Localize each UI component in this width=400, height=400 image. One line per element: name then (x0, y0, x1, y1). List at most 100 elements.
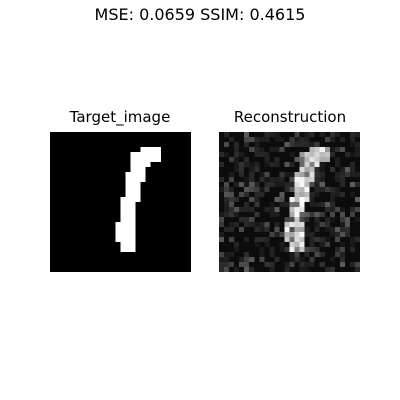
image-pixel (140, 157, 146, 162)
image-pixel (299, 222, 305, 227)
image-pixel (324, 187, 330, 192)
image-pixel (349, 167, 355, 172)
image-pixel (334, 147, 340, 152)
image-pixel (244, 237, 250, 242)
image-pixel (274, 182, 280, 187)
image-pixel (289, 187, 295, 192)
image-pixel (234, 197, 240, 202)
image-pixel (269, 147, 275, 152)
image-pixel (304, 212, 310, 217)
image-pixel (314, 252, 320, 257)
image-pixel (319, 182, 325, 187)
image-pixel (259, 222, 265, 227)
image-pixel (254, 237, 260, 242)
image-pixel (279, 247, 285, 252)
image-pixel (264, 242, 270, 247)
image-pixel (314, 217, 320, 222)
image-pixel (354, 237, 360, 242)
image-pixel (254, 167, 260, 172)
image-pixel (304, 247, 310, 252)
reconstruction-panel-title: Reconstruction (233, 108, 347, 126)
image-pixel (244, 202, 250, 207)
image-pixel (229, 252, 235, 257)
image-pixel (304, 187, 310, 192)
image-pixel (115, 237, 121, 242)
image-pixel (115, 222, 121, 227)
image-pixel (140, 167, 146, 172)
image-pixel (130, 217, 136, 222)
image-pixel (319, 172, 325, 177)
image-pixel (314, 247, 320, 252)
image-pixel (239, 257, 245, 262)
image-pixel (314, 187, 320, 192)
image-pixel (319, 222, 325, 227)
image-pixel (264, 177, 270, 182)
image-pixel (284, 202, 290, 207)
image-pixel (224, 227, 230, 232)
image-pixel (279, 177, 285, 182)
image-pixel (125, 177, 131, 182)
image-pixel (115, 232, 121, 237)
image-pixel (329, 132, 335, 137)
image-pixel (274, 162, 280, 167)
image-pixel (314, 182, 320, 187)
image-pixel (229, 237, 235, 242)
image-pixel (150, 157, 156, 162)
image-pixel (339, 147, 345, 152)
image-pixel (349, 172, 355, 177)
image-pixel (130, 232, 136, 237)
image-pixel (329, 197, 335, 202)
image-pixel (299, 172, 305, 177)
image-pixel (289, 257, 295, 262)
image-pixel (294, 252, 300, 257)
image-pixel (269, 202, 275, 207)
image-pixel (304, 232, 310, 237)
image-pixel (219, 237, 225, 242)
image-pixel (239, 227, 245, 232)
image-pixel (284, 172, 290, 177)
image-pixel (294, 182, 300, 187)
image-pixel (289, 162, 295, 167)
image-pixel (314, 227, 320, 232)
image-pixel (294, 212, 300, 217)
image-pixel (254, 162, 260, 167)
image-pixel (294, 197, 300, 202)
image-pixel (309, 212, 315, 217)
image-pixel (274, 232, 280, 237)
image-pixel (349, 152, 355, 157)
image-pixel (234, 212, 240, 217)
image-pixel (319, 167, 325, 172)
image-pixel (329, 257, 335, 262)
image-pixel (274, 177, 280, 182)
image-pixel (319, 187, 325, 192)
image-pixel (229, 262, 235, 267)
image-pixel (130, 182, 136, 187)
image-pixel (289, 137, 295, 142)
image-pixel (155, 147, 161, 152)
image-pixel (339, 252, 345, 257)
image-pixel (329, 192, 335, 197)
image-pixel (254, 147, 260, 152)
image-pixel (120, 247, 126, 252)
image-pixel (354, 147, 360, 152)
image-pixel (125, 172, 131, 177)
image-pixel (234, 222, 240, 227)
image-pixel (264, 137, 270, 142)
image-pixel (224, 257, 230, 262)
image-pixel (249, 167, 255, 172)
image-pixel (279, 242, 285, 247)
image-pixel (274, 227, 280, 232)
image-pixel (319, 202, 325, 207)
image-pixel (269, 132, 275, 137)
image-pixel (224, 182, 230, 187)
image-pixel (135, 167, 141, 172)
image-pixel (309, 177, 315, 182)
image-pixel (234, 142, 240, 147)
image-pixel (219, 187, 225, 192)
image-pixel (269, 232, 275, 237)
image-pixel (349, 132, 355, 137)
image-pixel (299, 157, 305, 162)
image-pixel (344, 227, 350, 232)
image-pixel (125, 232, 131, 237)
image-pixel (289, 237, 295, 242)
